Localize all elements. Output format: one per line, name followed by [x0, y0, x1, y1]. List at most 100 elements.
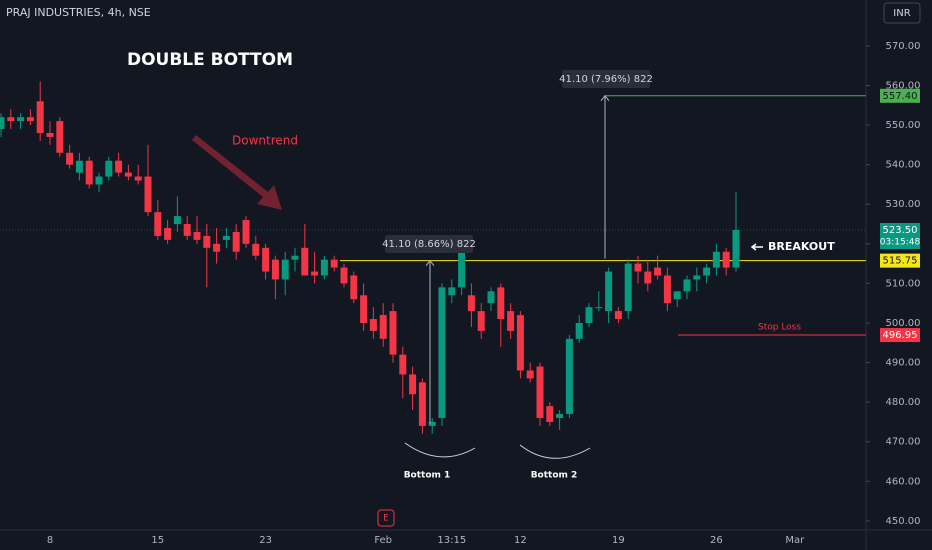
candle-body	[242, 220, 250, 244]
candle-body	[281, 259, 289, 280]
candle-body	[75, 160, 83, 173]
x-tick-label: 19	[612, 535, 625, 546]
candle-body	[712, 251, 720, 268]
candle-body	[585, 307, 593, 323]
breakout-arrow	[750, 243, 757, 251]
candle-body	[134, 176, 142, 181]
measure-label-box	[385, 235, 473, 253]
y-tick-label: 530.00	[886, 199, 921, 210]
candle-body	[526, 370, 534, 379]
measure-arrowhead	[600, 94, 610, 102]
earnings-icon[interactable]	[377, 509, 395, 527]
candle-body	[360, 295, 368, 323]
candle-body	[546, 406, 554, 422]
y-tick-label: 560.00	[886, 80, 921, 91]
y-tick-label: 540.00	[886, 160, 921, 171]
measure-label: 41.10 (8.66%) 822	[382, 239, 476, 250]
symbol-title: PRAJ INDUSTRIES, 4h, NSE	[6, 6, 151, 19]
candle-body	[458, 251, 466, 288]
price-tag-label: 496.95	[883, 330, 918, 341]
candle-body	[507, 311, 515, 331]
candle-body	[173, 216, 181, 225]
bottom-label: Bottom 1	[404, 471, 451, 481]
candle-body	[565, 338, 573, 415]
candle-body	[654, 267, 662, 276]
candle-body	[301, 247, 309, 276]
candle-body	[418, 382, 426, 426]
candle-body	[222, 235, 230, 240]
candle-body	[614, 311, 622, 320]
measure-arrowhead	[425, 259, 435, 266]
candle-body	[428, 421, 436, 426]
x-tick-label: Feb	[374, 535, 392, 546]
candle-body	[330, 259, 338, 268]
candle-body	[144, 176, 152, 213]
candle-body	[497, 287, 505, 320]
candle-body	[487, 291, 495, 304]
currency-box[interactable]	[883, 2, 921, 24]
candle-body	[17, 117, 25, 122]
candle-body	[46, 132, 54, 137]
candle-body	[232, 231, 240, 252]
y-tick-label: 550.00	[886, 120, 921, 131]
x-tick-label: 13:15	[437, 535, 466, 546]
downtrend-label: Downtrend	[232, 134, 298, 148]
x-tick-label: 8	[47, 535, 53, 546]
candle-body	[350, 275, 358, 300]
candle-body	[26, 117, 34, 122]
candle-body	[164, 227, 172, 240]
candle-body	[0, 117, 5, 130]
y-tick-label: 480.00	[886, 397, 921, 408]
candle-body	[115, 160, 123, 173]
candle-body	[183, 224, 191, 236]
x-tick-label: 15	[151, 535, 164, 546]
candle-body	[683, 279, 691, 292]
candle-body	[722, 251, 730, 268]
candle-body	[389, 311, 397, 355]
candle-body	[595, 307, 603, 309]
candle-body	[95, 176, 103, 185]
x-tick-label: 26	[710, 535, 723, 546]
price-tag-label: 557.40	[883, 91, 918, 102]
candle-body	[516, 315, 524, 371]
x-tick-label: 12	[514, 535, 527, 546]
measure-label-box	[562, 70, 650, 88]
earnings-letter[interactable]: E	[383, 514, 389, 524]
candle-body	[369, 319, 377, 331]
candle-body	[7, 117, 15, 122]
candle-body	[262, 247, 270, 272]
candle-body	[477, 311, 485, 331]
candle-body	[536, 366, 544, 418]
bottom-arc	[404, 442, 476, 458]
candle-body	[409, 374, 417, 395]
last-price-tag	[880, 222, 920, 249]
candle-body	[340, 267, 348, 284]
measure-label: 41.10 (7.96%) 822	[559, 74, 653, 85]
bottom-arc	[519, 444, 591, 459]
candle-body	[105, 160, 113, 177]
candle-body	[193, 231, 201, 240]
candle-body	[467, 295, 475, 312]
candle-body	[644, 271, 652, 284]
y-tick-label: 450.00	[886, 516, 921, 527]
y-tick-label: 490.00	[886, 358, 921, 369]
candle-body	[634, 263, 642, 272]
candle-body	[154, 212, 162, 236]
last-price-label: 523.50	[883, 225, 918, 236]
x-tick-label: 23	[259, 535, 272, 546]
y-tick-label: 460.00	[886, 476, 921, 487]
candle-body	[673, 291, 681, 300]
currency[interactable]: INR	[893, 8, 910, 19]
price-tag	[880, 88, 920, 103]
bottom-label: Bottom 2	[531, 471, 578, 481]
candle-body	[624, 263, 632, 312]
candle-body	[575, 322, 583, 339]
candle-body	[605, 271, 613, 312]
price-tag-label: 515.75	[883, 256, 918, 267]
x-tick-label: Mar	[785, 535, 805, 546]
candle-body	[693, 275, 701, 280]
breakout-label: BREAKOUT	[768, 240, 835, 253]
candle-body	[703, 267, 711, 276]
